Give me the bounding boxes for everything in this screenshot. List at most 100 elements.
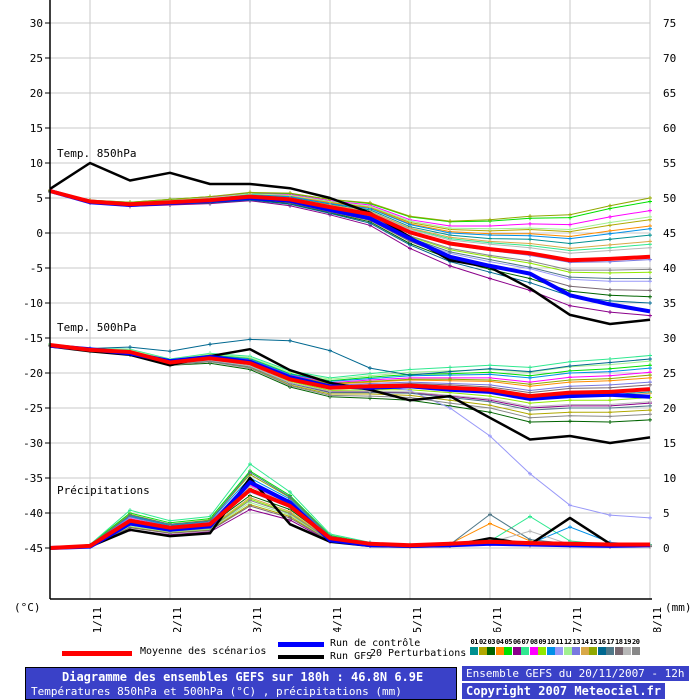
svg-text:0: 0 <box>36 227 43 240</box>
perturbation-item: 16 <box>597 638 607 655</box>
svg-text:-30: -30 <box>23 437 43 450</box>
perturbation-color-swatch <box>546 647 555 655</box>
perturbation-item: 20 <box>631 638 641 655</box>
svg-text:-15: -15 <box>23 332 43 345</box>
gfs-legend-label: Run GFS <box>330 651 373 662</box>
mean-legend-label: Moyenne des scénarios <box>140 646 267 657</box>
chart-area: 30 25 20 15 10 5 0 -5 -10 -15 -20 -25 -30 -35 -40 -45 75… <box>14 0 692 640</box>
perturbation-color-swatch <box>623 647 631 655</box>
perturbation-item: 10 <box>546 638 556 655</box>
svg-text:28/11: 28/11 <box>651 607 664 632</box>
perturbation-item: 06 <box>512 638 522 655</box>
perturbation-item: 17 <box>606 638 615 655</box>
caption-box: Diagramme des ensembles GEFS sur 180h : … <box>25 667 457 700</box>
perturbation-color-swatch <box>606 647 614 655</box>
svg-text:26/11: 26/11 <box>491 607 504 632</box>
perturbation-color-swatch <box>521 647 529 655</box>
svg-text:20: 20 <box>30 87 43 100</box>
svg-text:25: 25 <box>30 52 43 65</box>
svg-text:-5: -5 <box>30 262 43 275</box>
perturbation-item: 19 <box>623 638 632 655</box>
svg-text:22/11: 22/11 <box>171 607 184 632</box>
perturbation-number: 01 <box>470 638 479 646</box>
perturbation-number: 20 <box>632 638 640 646</box>
svg-text:Précipitations: Précipitations <box>57 484 150 497</box>
perturbation-number: 05 <box>504 638 513 646</box>
svg-text:55: 55 <box>663 157 676 170</box>
perturbation-item: 09 <box>538 638 547 655</box>
control-legend-label: Run de contrôle <box>330 638 421 649</box>
perturbation-color-swatch <box>563 647 572 655</box>
svg-text:40: 40 <box>663 262 676 275</box>
svg-text:30: 30 <box>663 332 676 345</box>
svg-text:25/11: 25/11 <box>411 607 424 632</box>
perturbation-number: 03 <box>487 638 496 646</box>
svg-text:-10: -10 <box>23 297 43 310</box>
perturbation-color-swatch <box>572 647 580 655</box>
perturbation-color-swatch <box>495 647 504 655</box>
svg-text:21/11: 21/11 <box>91 607 104 632</box>
perturbation-item: 11 <box>555 638 564 655</box>
svg-text:-40: -40 <box>23 507 43 520</box>
svg-text:5: 5 <box>36 192 43 205</box>
perturbation-number: 17 <box>606 638 615 646</box>
svg-text:50: 50 <box>663 192 676 205</box>
perturbation-color-swatch <box>597 647 606 655</box>
perturbation-number: 12 <box>564 638 572 646</box>
mean-legend-swatch <box>62 651 132 656</box>
svg-text:25: 25 <box>663 367 676 380</box>
svg-text:65: 65 <box>663 87 676 100</box>
perturbation-number: 19 <box>623 638 632 646</box>
perturbation-item: 01 <box>470 638 479 655</box>
perturbation-item: 14 <box>580 638 590 655</box>
control-legend-swatch <box>278 642 324 647</box>
svg-text:(°C): (°C) <box>14 601 41 614</box>
svg-text:75: 75 <box>663 17 676 30</box>
perturbation-item: 13 <box>572 638 581 655</box>
perturbation-item: 02 <box>478 638 488 655</box>
svg-text:20: 20 <box>663 402 676 415</box>
svg-text:-25: -25 <box>23 402 43 415</box>
perturbation-color-swatch <box>487 647 495 655</box>
diagram-subtitle: Températures 850hPa et 500hPa (°C) , pré… <box>31 685 402 698</box>
svg-text:15: 15 <box>663 437 676 450</box>
perturbation-color-swatch <box>529 647 538 655</box>
perturbation-number: 02 <box>479 638 487 646</box>
svg-text:60: 60 <box>663 122 676 135</box>
perturbation-item: 07 <box>521 638 530 655</box>
perturbation-item: 15 <box>589 638 598 655</box>
perturbation-color-swatch <box>478 647 487 655</box>
copyright: Copyright 2007 Meteociel.fr <box>462 683 666 699</box>
svg-text:(mm): (mm) <box>665 601 692 614</box>
perturbation-number: 04 <box>496 638 504 646</box>
svg-text:10: 10 <box>30 157 43 170</box>
perturbations-legend-label: 20 Perturbations <box>370 648 467 659</box>
perturbation-number: 10 <box>547 638 555 646</box>
ensemble-chart: 302520151050-5-10-15-20-25-30-35-40-4575… <box>14 0 692 640</box>
perturbation-number: 14 <box>581 638 589 646</box>
perturbation-number: 13 <box>572 638 581 646</box>
perturbation-color-swatch <box>470 647 478 655</box>
perturbation-color-swatch <box>631 647 640 655</box>
gfs-legend-swatch <box>278 655 324 659</box>
svg-text:Temp. 850hPa: Temp. 850hPa <box>57 147 136 160</box>
svg-text:10: 10 <box>663 472 676 485</box>
svg-text:15: 15 <box>30 122 43 135</box>
perturbation-number: 07 <box>521 638 530 646</box>
svg-text:45: 45 <box>663 227 676 240</box>
perturbation-item: 05 <box>504 638 513 655</box>
run-info: Ensemble GEFS du 20/11/2007 - 12h <box>462 666 689 681</box>
perturbation-item: 04 <box>495 638 505 655</box>
perturbation-color-swatch <box>555 647 563 655</box>
svg-text:-35: -35 <box>23 472 43 485</box>
svg-text:-45: -45 <box>23 542 43 555</box>
perturbation-item: 12 <box>563 638 573 655</box>
perturbation-color-swatch <box>614 647 623 655</box>
perturbation-number: 06 <box>513 638 521 646</box>
perturbation-number: 15 <box>589 638 598 646</box>
perturbation-number: 11 <box>555 638 564 646</box>
perturbation-color-swatch <box>580 647 589 655</box>
perturbation-color-swatch <box>504 647 512 655</box>
perturbation-color-swatch <box>512 647 521 655</box>
